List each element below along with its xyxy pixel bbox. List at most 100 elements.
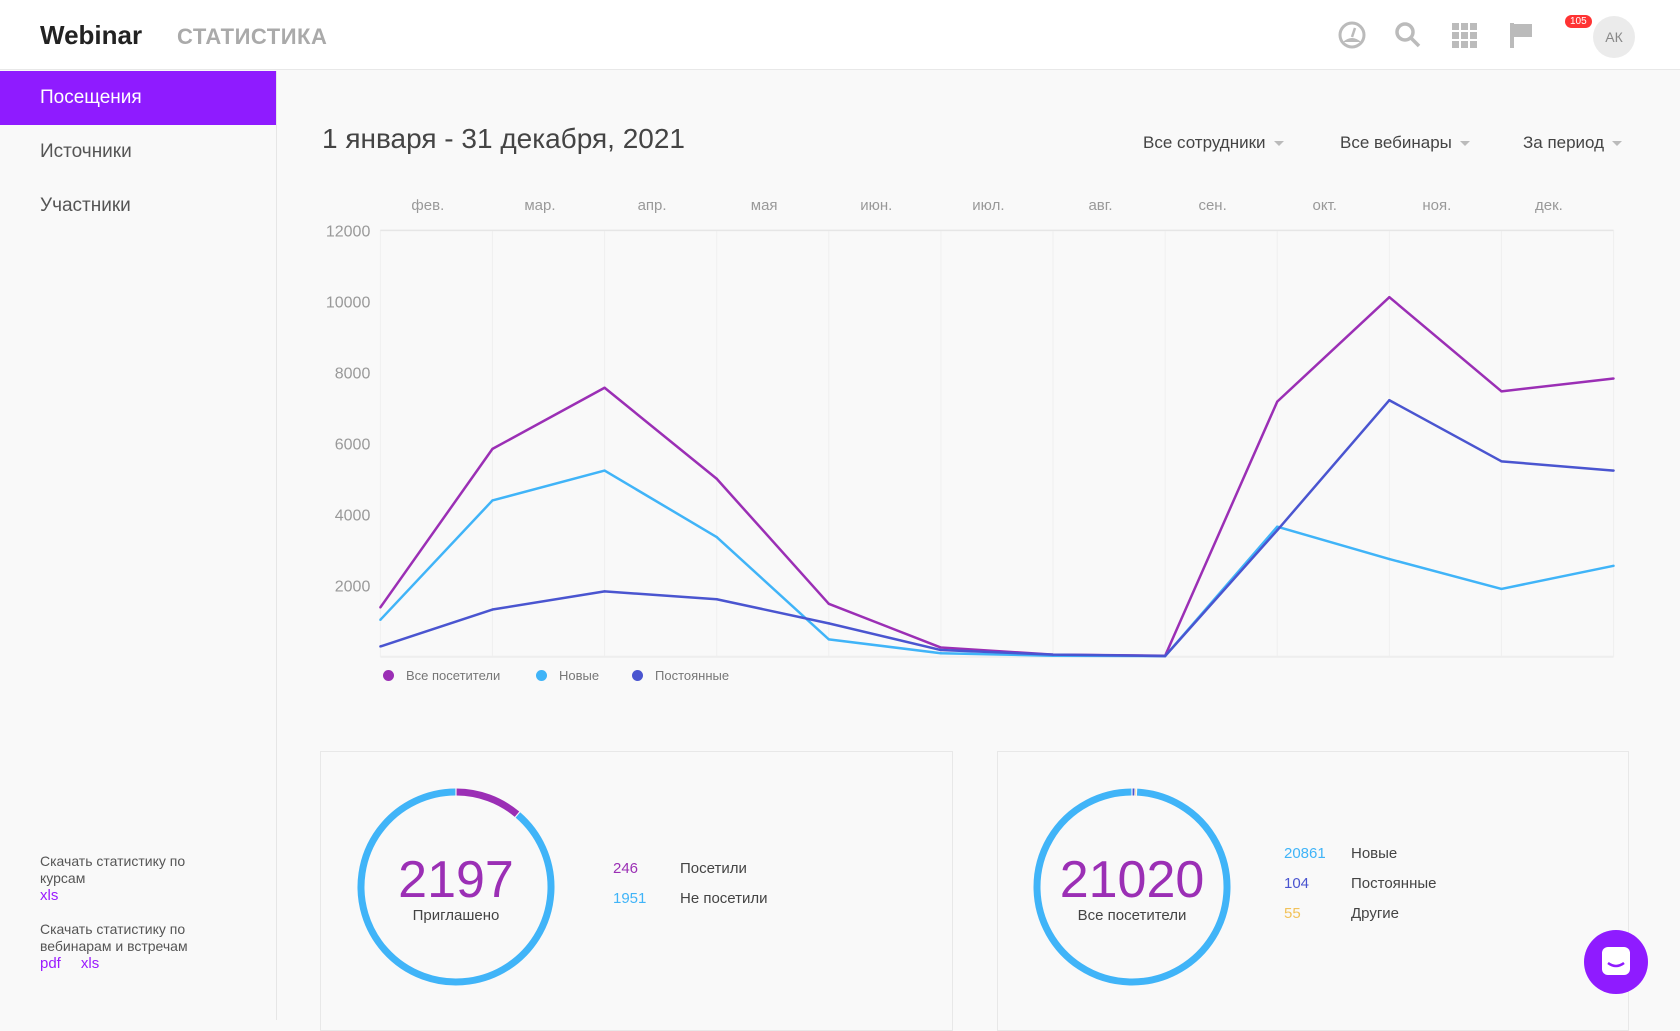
legend-label: Постоянные [655, 668, 729, 683]
webinars-filter-label: Все вебинары [1340, 133, 1452, 152]
legend-item-regular[interactable]: Постоянные [632, 668, 729, 683]
y-tick-label: 6000 [335, 437, 371, 454]
data-point [1276, 400, 1278, 402]
download-webinars-text: Скачать статистику по вебинарам и встреч… [40, 921, 200, 955]
data-point [491, 608, 493, 610]
data-point [379, 606, 381, 608]
x-tick-label: фев. [411, 197, 444, 214]
y-tick-label: 4000 [335, 508, 371, 525]
x-tick-label: апр. [638, 197, 667, 214]
data-point [603, 469, 605, 471]
chevron-down-icon [1460, 141, 1470, 146]
y-tick-label: 2000 [335, 579, 371, 596]
stat-value: 20861 [1284, 845, 1351, 862]
data-point [828, 603, 830, 605]
visitors-total: 21020 [1032, 850, 1232, 910]
chevron-down-icon [1612, 141, 1622, 146]
x-tick-label: авг. [1088, 197, 1112, 214]
x-tick-label: мая [751, 197, 778, 214]
series-line [380, 400, 1613, 656]
speedometer-icon[interactable] [1337, 20, 1367, 50]
data-point [603, 590, 605, 592]
stat-value: 1951 [613, 890, 680, 907]
stat-label: Посетили [680, 860, 747, 877]
data-point [940, 652, 942, 654]
employees-filter-label: Все сотрудники [1143, 133, 1266, 152]
series-line [380, 471, 1613, 656]
data-point [1612, 565, 1614, 567]
x-tick-label: ноя. [1422, 197, 1451, 214]
sidebar-item-participants[interactable]: Участники [0, 179, 276, 233]
flag-icon[interactable] [1506, 20, 1536, 50]
x-tick-label: сен. [1198, 197, 1226, 214]
sidebar-item-sources[interactable]: Источники [0, 125, 276, 179]
x-tick-label: июн. [860, 197, 892, 214]
legend-item-new[interactable]: Новые [536, 668, 599, 683]
download-courses-text: Скачать статистику по курсам [40, 853, 200, 887]
data-point [1612, 377, 1614, 379]
x-tick-label: мар. [524, 197, 555, 214]
visitors-label: Все посетители [1032, 907, 1232, 924]
data-point [1612, 469, 1614, 471]
period-filter-label: За период [1523, 133, 1604, 152]
stat-value: 55 [1284, 905, 1351, 922]
invited-total: 2197 [356, 850, 556, 910]
data-point [1388, 399, 1390, 401]
data-point [715, 598, 717, 600]
data-point [940, 646, 942, 648]
download-webinars-pdf-link[interactable]: pdf [40, 955, 61, 972]
legend-dot [536, 670, 547, 681]
y-tick-label: 12000 [326, 223, 371, 240]
stat-label: Постоянные [1351, 875, 1436, 892]
data-point [1388, 296, 1390, 298]
data-point [379, 645, 381, 647]
visits-line-chart: 20004000600080001000012000фев.мар.апр.ма… [300, 180, 1630, 660]
sidebar: Посещения Источники Участники Скачать ст… [0, 71, 277, 1020]
legend-label: Новые [559, 668, 599, 683]
logo[interactable]: Webinar [40, 20, 142, 51]
top-bar: Webinar СТАТИСТИКА 105 АК [0, 0, 1680, 70]
x-tick-label: окт. [1312, 197, 1336, 214]
notification-badge: 105 [1565, 15, 1592, 28]
x-tick-label: июл. [972, 197, 1004, 214]
webinars-filter[interactable]: Все вебинары [1340, 133, 1470, 153]
legend-dot [632, 670, 643, 681]
data-point [491, 499, 493, 501]
data-point [715, 478, 717, 480]
stat-value: 246 [613, 860, 680, 877]
chat-button[interactable] [1584, 930, 1648, 994]
data-point [828, 622, 830, 624]
data-point [1500, 588, 1502, 590]
donut-segment [457, 792, 517, 814]
data-point [603, 387, 605, 389]
download-webinars: Скачать статистику по вебинарам и встреч… [40, 921, 200, 972]
apps-grid-icon[interactable] [1449, 20, 1479, 50]
sidebar-item-visits[interactable]: Посещения [0, 71, 276, 125]
date-range-title: 1 января - 31 декабря, 2021 [322, 123, 685, 155]
data-point [491, 448, 493, 450]
legend-item-all[interactable]: Все посетители [383, 668, 500, 683]
search-icon[interactable] [1393, 20, 1423, 50]
download-webinars-xls-link[interactable]: xls [81, 955, 99, 972]
invited-label: Приглашено [356, 907, 556, 924]
download-courses-xls-link[interactable]: xls [40, 887, 58, 904]
stat-label: Не посетили [680, 890, 768, 907]
x-tick-label: дек. [1535, 197, 1563, 214]
stat-label: Другие [1351, 905, 1399, 922]
period-filter[interactable]: За период [1523, 133, 1622, 153]
data-point [715, 536, 717, 538]
data-point [1164, 655, 1166, 657]
legend-label: Все посетители [406, 668, 500, 683]
avatar[interactable]: АК [1593, 16, 1635, 58]
data-point [940, 649, 942, 651]
section-title: СТАТИСТИКА [177, 24, 327, 50]
download-courses: Скачать статистику по курсам xls [40, 853, 200, 904]
employees-filter[interactable]: Все сотрудники [1143, 133, 1284, 153]
stat-label: Новые [1351, 845, 1397, 862]
